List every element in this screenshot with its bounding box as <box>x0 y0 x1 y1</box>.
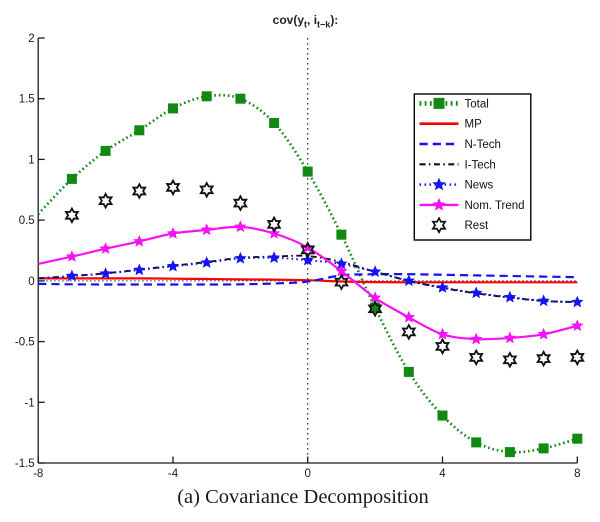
svg-text:-0.5: -0.5 <box>15 337 35 349</box>
svg-text:Total: Total <box>465 98 489 110</box>
svg-text:Nom. Trend: Nom. Trend <box>465 200 525 212</box>
svg-text:0.5: 0.5 <box>19 215 35 227</box>
svg-text:-4: -4 <box>168 468 179 480</box>
svg-text:4: 4 <box>439 468 446 480</box>
svg-text:I-Tech: I-Tech <box>465 159 496 171</box>
svg-text:N-Tech: N-Tech <box>465 139 501 151</box>
svg-text:-1: -1 <box>24 397 34 409</box>
svg-text:1: 1 <box>28 154 34 166</box>
svg-text:0: 0 <box>304 468 310 480</box>
svg-text:0: 0 <box>28 276 34 288</box>
svg-text:Rest: Rest <box>465 220 489 232</box>
svg-text:8: 8 <box>574 468 580 480</box>
svg-text:1.5: 1.5 <box>19 94 35 106</box>
svg-text:News: News <box>465 180 494 192</box>
svg-text:-8: -8 <box>33 468 43 480</box>
svg-text:2: 2 <box>28 33 34 45</box>
svg-text:-1.5: -1.5 <box>15 458 35 470</box>
svg-text:MP: MP <box>465 119 483 131</box>
